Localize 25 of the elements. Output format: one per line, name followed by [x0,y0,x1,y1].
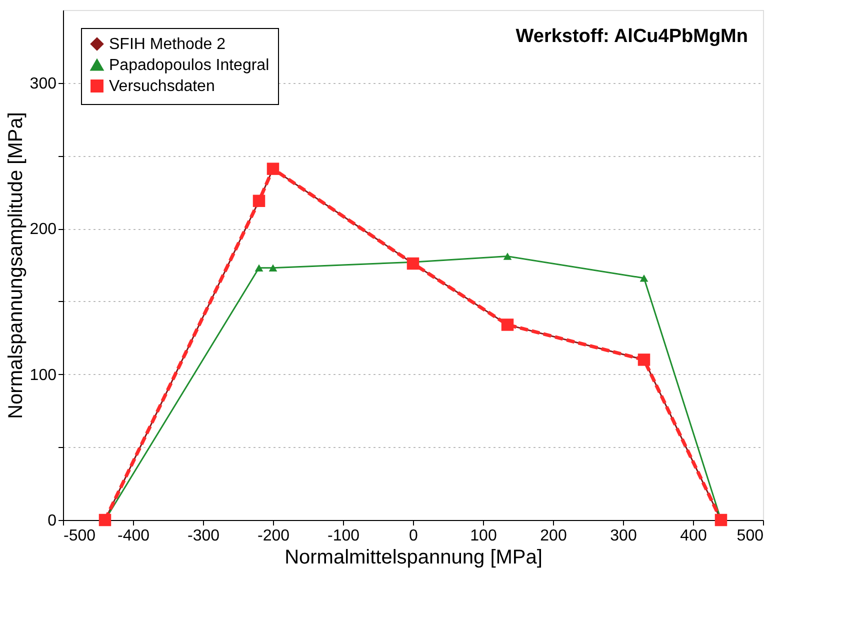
x-tick-label: 200 [540,528,567,544]
y-tick-label: 300 [30,75,57,92]
y-tick-label: 0 [48,512,57,530]
x-tick-label: -400 [117,528,150,544]
legend-label: Papadopoulos Integral [109,57,270,74]
y-tick-label: 200 [30,221,57,238]
point [503,252,512,260]
x-tick-label: -100 [327,528,360,544]
x-tick-label: 0 [409,528,418,544]
x-tick-label: -500 [64,528,96,544]
x-tick-label: 500 [736,528,764,544]
x-tick-label: 100 [470,528,497,544]
x-tick-label: -200 [257,528,290,544]
y-axis-title: Normalspannungsamplitude [MPa] [4,112,27,419]
x-tick-label: 300 [610,528,637,544]
point [254,264,264,272]
x-tick-label: -300 [187,528,220,544]
x-axis-title: Normalmittelspannung [MPa] [284,546,542,568]
x-tick-label: 400 [680,528,707,544]
y-tick-label: 100 [30,366,57,384]
legend-label: Versuchsdaten [109,78,215,95]
legend-label: SFIH Methode 2 [109,36,226,53]
point [640,274,648,282]
point [268,264,278,272]
annotation: Werkstoff: AlCu4PbMgMn [516,26,748,47]
